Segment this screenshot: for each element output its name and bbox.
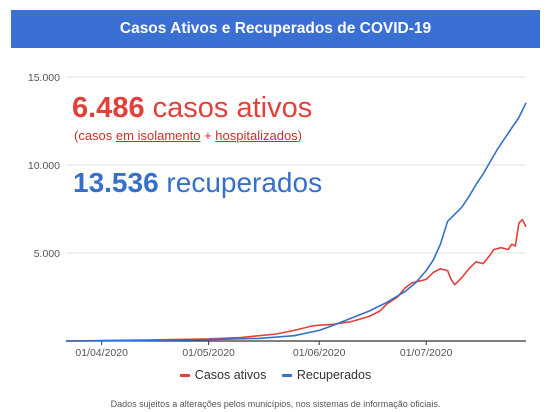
x-tick-label: 01/06/2020 — [293, 347, 346, 359]
recovered-number: 13.536 — [73, 167, 159, 198]
legend-label-recovered: Recuperados — [296, 368, 372, 382]
legend-swatch-active — [179, 374, 190, 378]
chart-title: Casos Ativos e Recuperados de COVID-19 — [119, 20, 432, 37]
chart-legend: Casos ativos Recuperados — [0, 368, 551, 382]
legend-item-recovered: Recuperados — [281, 368, 372, 382]
recovered-label: recuperados — [166, 167, 323, 198]
y-tick-label: 15.000 — [28, 72, 60, 84]
active-cases-callout: 6.486 casos ativos — [72, 92, 312, 125]
footnote: Dados sujeitos a alterações pelos municí… — [110, 399, 441, 409]
active-sub-plus: + — [200, 128, 216, 143]
legend-swatch-recovered — [281, 374, 292, 378]
active-cases-subtitle: (casos em isolamento + hospitalizados) — [74, 128, 302, 143]
chart-card — [8, 52, 543, 392]
active-sub-close: ) — [297, 128, 303, 143]
y-tick-label: 5.000 — [34, 248, 60, 260]
isolation-link[interactable]: em isolamento — [115, 128, 201, 143]
chart-title-banner: Casos Ativos e Recuperados de COVID-19 — [11, 10, 540, 48]
legend-label-active: Casos ativos — [194, 368, 267, 382]
active-sub-open: (casos — [74, 128, 116, 143]
recovered-callout: 13.536 recuperados — [73, 167, 322, 199]
legend-item-active: Casos ativos — [179, 368, 267, 382]
series-line-casos-ativos — [65, 218, 527, 342]
y-tick-label: 10.000 — [28, 160, 60, 172]
hospitalized-link[interactable]: hospitalizados — [215, 128, 298, 143]
active-cases-label: casos ativos — [152, 92, 313, 124]
x-tick-label: 01/07/2020 — [400, 347, 453, 359]
series-line-recuperados — [65, 102, 527, 342]
x-tick-label: 01/04/2020 — [75, 347, 128, 359]
x-tick-label: 01/05/2020 — [182, 347, 235, 359]
active-cases-number: 6.486 — [72, 92, 145, 124]
